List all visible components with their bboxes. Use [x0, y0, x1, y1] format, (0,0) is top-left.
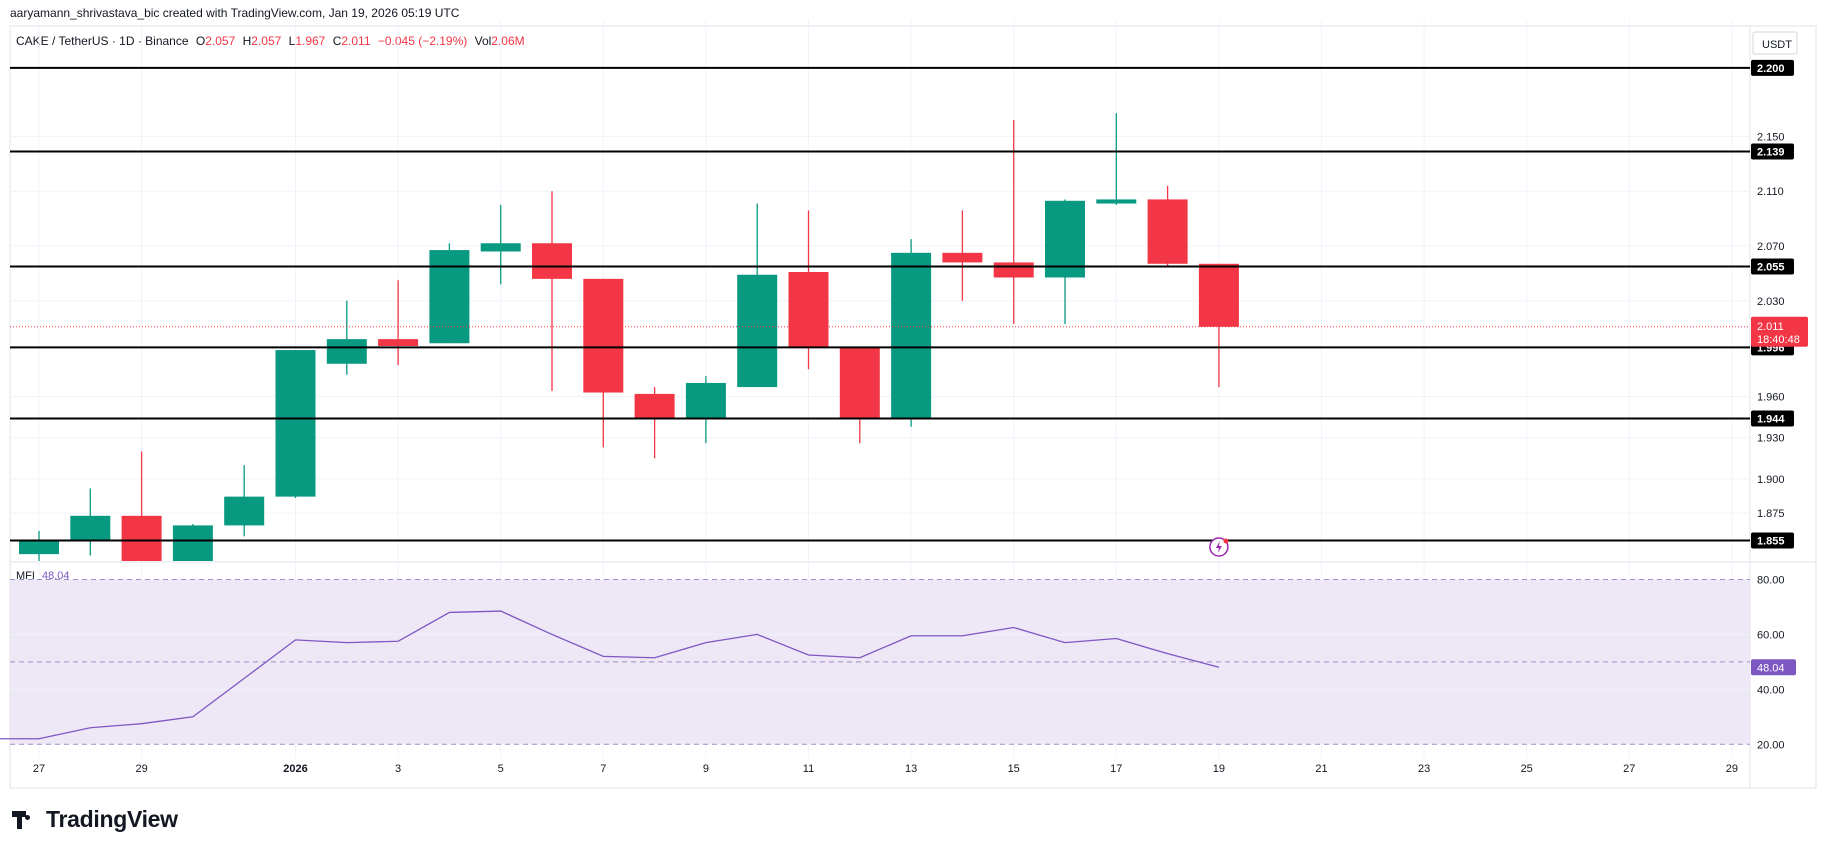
x-tick-label: 9	[703, 763, 709, 775]
candle-body	[532, 243, 572, 279]
symbol-name[interactable]: CAKE / TetherUS · 1D · Binance	[16, 34, 189, 48]
candle-body	[634, 393, 675, 419]
x-tick-label: 3	[395, 763, 401, 775]
candle-body	[275, 350, 316, 497]
price-tick-label: 1.960	[1757, 392, 1785, 404]
candle-body	[172, 525, 213, 561]
mfi-tick-label: 40.00	[1757, 684, 1785, 696]
tradingview-logo: TradingView	[12, 806, 178, 833]
candle-body	[788, 272, 829, 348]
chart-frame	[9, 25, 1817, 789]
level-label: 2.139	[1757, 146, 1785, 158]
last-price-box	[1751, 316, 1808, 347]
candle-body	[1045, 200, 1085, 278]
currency-label: USDT	[1762, 39, 1792, 51]
x-tick-label: 13	[905, 763, 917, 775]
x-tick-label: 17	[1110, 763, 1122, 775]
mfi-tick-label: 80.00	[1757, 574, 1785, 586]
x-tick-label: 21	[1315, 763, 1327, 775]
level-label: 1.855	[1757, 535, 1785, 547]
last-price-label: 2.011	[1757, 321, 1784, 333]
candle-body	[685, 382, 726, 419]
x-tick-label: 25	[1521, 763, 1533, 775]
price-tick-label: 1.930	[1757, 433, 1785, 445]
candle-body	[480, 243, 521, 252]
tradingview-logo-text: TradingView	[46, 806, 178, 832]
open-value: 2.057	[205, 34, 236, 48]
level-label: 2.200	[1757, 63, 1785, 75]
candle-body	[1198, 263, 1239, 327]
countdown-label: 18:40:48	[1757, 334, 1800, 346]
candle-body	[583, 278, 624, 393]
mfi-line	[0, 610, 1220, 740]
tradingview-logo-icon	[12, 809, 42, 831]
close-value: 2.011	[341, 34, 371, 48]
level-label-box	[1751, 410, 1794, 427]
level-label-box	[1751, 532, 1794, 549]
x-tick-label: 2026	[283, 763, 307, 775]
low-value: 1.967	[295, 34, 326, 48]
mfi-value-label: 48.04	[42, 570, 70, 582]
candle-body	[121, 515, 162, 561]
candle-body	[1096, 199, 1137, 204]
candles-group	[19, 113, 1239, 561]
price-tick-label: 1.900	[1757, 474, 1785, 486]
candle-body	[942, 252, 983, 263]
mfi-value-axis-label: 48.04	[1757, 662, 1785, 674]
x-tick-label: 27	[1623, 763, 1635, 775]
candle-body	[1147, 199, 1188, 264]
level-label-box	[1751, 258, 1794, 275]
low-label: L	[288, 34, 296, 48]
level-label-box	[1751, 143, 1794, 160]
mfi-tick-label: 60.00	[1757, 629, 1785, 641]
high-value: 2.057	[251, 34, 282, 48]
price-tick-label: 2.110	[1757, 186, 1784, 198]
candle-body	[891, 252, 932, 419]
price-tick-label: 2.070	[1757, 241, 1785, 253]
candle-body	[839, 347, 880, 419]
level-label: 2.055	[1757, 262, 1785, 274]
price-tick-label: 2.150	[1757, 131, 1785, 143]
mfi-tick-label: 20.00	[1757, 739, 1785, 751]
candle-body	[224, 496, 265, 526]
change-value: −0.045 (−2.19%)	[377, 34, 468, 48]
x-tick-label: 19	[1213, 763, 1225, 775]
x-tick-label: 5	[498, 763, 504, 775]
level-label: 1.944	[1757, 414, 1785, 426]
candle-body	[70, 515, 111, 541]
volume-value: 2.06M	[491, 34, 525, 48]
high-label: H	[242, 34, 252, 48]
x-tick-label: 15	[1008, 763, 1020, 775]
x-tick-label: 23	[1418, 763, 1430, 775]
open-label: O	[195, 34, 206, 48]
chart-attribution: aaryamann_shrivastava_bic created with T…	[10, 6, 460, 20]
volume-label: Vol	[474, 34, 492, 48]
price-tick-label: 2.030	[1757, 296, 1785, 308]
x-tick-label: 29	[1726, 763, 1738, 775]
level-label-box	[1751, 59, 1794, 76]
candle-body	[429, 250, 470, 344]
x-tick-label: 7	[600, 763, 606, 775]
candle-body	[19, 540, 59, 555]
x-tick-label: 27	[33, 763, 45, 775]
mfi-value-box	[1751, 659, 1796, 676]
candle-body	[993, 262, 1034, 278]
lightning-bolt-icon	[1215, 541, 1222, 553]
candle-body	[326, 339, 367, 364]
price-tick-label: 1.875	[1757, 508, 1785, 520]
candle-body	[737, 274, 778, 388]
x-tick-label: 11	[803, 763, 814, 775]
x-tick-label: 29	[135, 763, 147, 775]
candle-body	[378, 339, 419, 346]
close-label: C	[332, 34, 342, 48]
currency-box	[1752, 31, 1798, 55]
mfi-title: MFI	[16, 570, 35, 582]
event-dot-icon	[1223, 538, 1229, 544]
symbol-header: CAKE / TetherUS · 1D · Binance O2.057 H2…	[16, 34, 525, 48]
